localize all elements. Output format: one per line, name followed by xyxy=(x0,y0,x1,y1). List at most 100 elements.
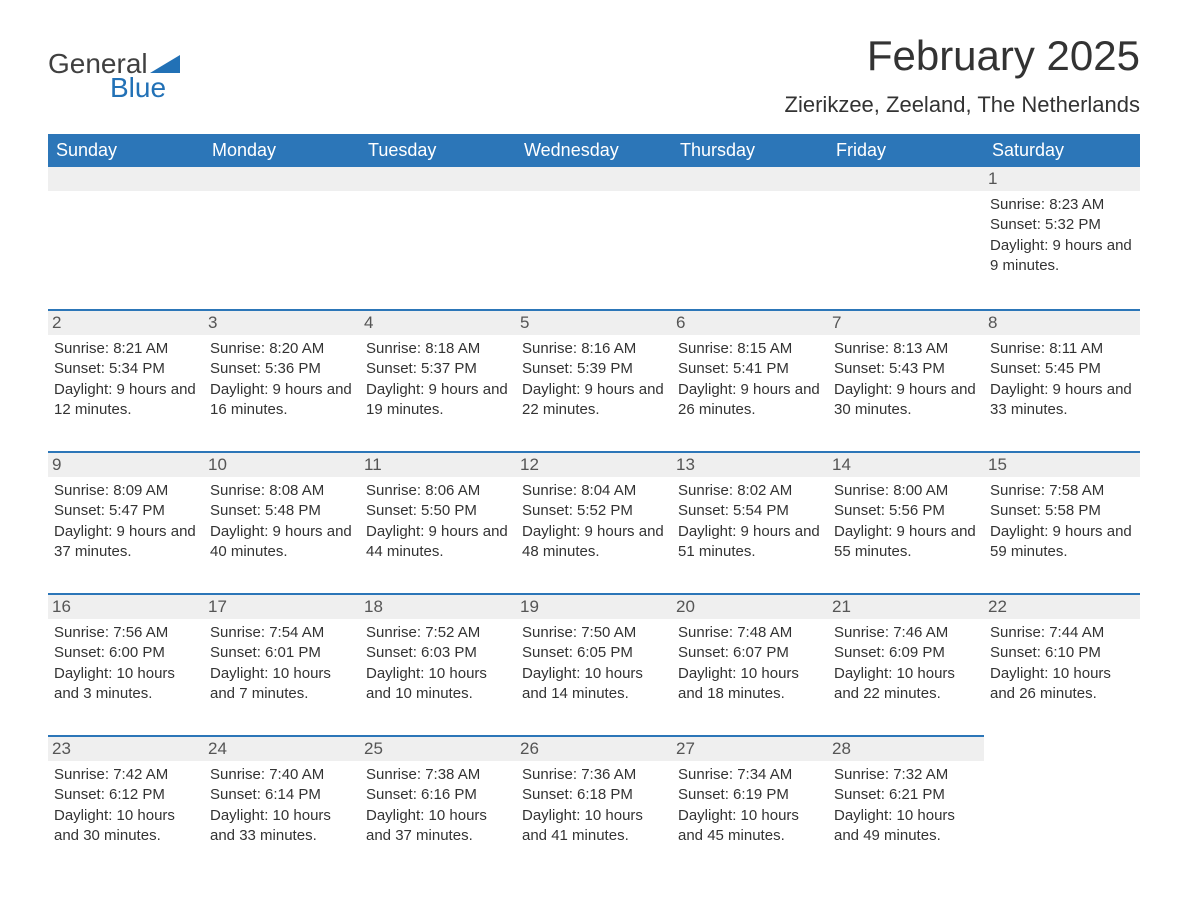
sunrise-text: Sunrise: 7:40 AM xyxy=(210,765,354,785)
sunset-text: Sunset: 5:37 PM xyxy=(366,359,510,379)
sunrise-text: Sunrise: 8:16 AM xyxy=(522,339,666,359)
day-number-bar: 27 xyxy=(672,735,828,761)
empty-day-bar xyxy=(360,167,516,191)
weekday-sunday: Sunday xyxy=(48,134,204,167)
day-number: 20 xyxy=(676,597,695,616)
day-cell: 25Sunrise: 7:38 AMSunset: 6:16 PMDayligh… xyxy=(360,735,516,853)
day-number-bar: 14 xyxy=(828,451,984,477)
sunset-text: Sunset: 6:12 PM xyxy=(54,785,198,805)
title-block: February 2025 Zierikzee, Zeeland, The Ne… xyxy=(785,32,1140,126)
day-cell: 5 Sunrise: 8:16 AMSunset: 5:39 PMDaylight… xyxy=(516,309,672,427)
sunset-text: Sunset: 5:36 PM xyxy=(210,359,354,379)
sunrise-text: Sunrise: 7:58 AM xyxy=(990,481,1134,501)
sunrise-text: Sunrise: 7:52 AM xyxy=(366,623,510,643)
daylight-text: Daylight: 9 hours and 16 minutes. xyxy=(210,380,354,421)
day-info: Sunrise: 8:06 AMSunset: 5:50 PMDaylight:… xyxy=(366,481,510,562)
weeks-container: 1Sunrise: 8:23 AMSunset: 5:32 PMDaylight… xyxy=(48,167,1140,853)
day-number-bar: 5 xyxy=(516,309,672,335)
daylight-text: Daylight: 9 hours and 30 minutes. xyxy=(834,380,978,421)
location-text: Zierikzee, Zeeland, The Netherlands xyxy=(785,92,1140,118)
day-info: Sunrise: 7:34 AMSunset: 6:19 PMDaylight:… xyxy=(678,765,822,846)
day-number-bar: 23 xyxy=(48,735,204,761)
empty-day-bar xyxy=(828,167,984,191)
day-cell: 23Sunrise: 7:42 AMSunset: 6:12 PMDayligh… xyxy=(48,735,204,853)
day-cell: 13Sunrise: 8:02 AMSunset: 5:54 PMDayligh… xyxy=(672,451,828,569)
day-cell: 16 Sunrise: 7:56 AMSunset: 6:00 PMDayligh… xyxy=(48,593,204,711)
day-info: Sunrise: 8:16 AMSunset: 5:39 PMDaylight:… xyxy=(522,339,666,420)
day-cell: 27 Sunrise: 7:34 AMSunset: 6:19 PMDayligh… xyxy=(672,735,828,853)
day-info: Sunrise: 7:48 AMSunset: 6:07 PMDaylight:… xyxy=(678,623,822,704)
day-number-bar: 10 xyxy=(204,451,360,477)
week-row: 9Sunrise: 8:09 AMSunset: 5:47 PMDaylight… xyxy=(48,451,1140,569)
day-info: Sunrise: 8:21 AMSunset: 5:34 PMDaylight:… xyxy=(54,339,198,420)
sunset-text: Sunset: 5:39 PM xyxy=(522,359,666,379)
day-info: Sunrise: 7:36 AMSunset: 6:18 PMDaylight:… xyxy=(522,765,666,846)
sunrise-text: Sunrise: 8:15 AM xyxy=(678,339,822,359)
day-cell xyxy=(672,167,828,285)
sunrise-text: Sunrise: 8:21 AM xyxy=(54,339,198,359)
week-row: 2 Sunrise: 8:21 AMSunset: 5:34 PMDaylight… xyxy=(48,309,1140,427)
sunset-text: Sunset: 5:48 PM xyxy=(210,501,354,521)
daylight-text: Daylight: 9 hours and 33 minutes. xyxy=(990,380,1134,421)
day-number: 2 xyxy=(52,313,61,332)
sunset-text: Sunset: 6:16 PM xyxy=(366,785,510,805)
empty-day-bar xyxy=(516,167,672,191)
day-number: 1 xyxy=(988,169,997,188)
day-number: 6 xyxy=(676,313,685,332)
day-number-bar: 18 xyxy=(360,593,516,619)
daylight-text: Daylight: 9 hours and 48 minutes. xyxy=(522,522,666,563)
weekday-monday: Monday xyxy=(204,134,360,167)
daylight-text: Daylight: 10 hours and 7 minutes. xyxy=(210,664,354,705)
week-row: 16 Sunrise: 7:56 AMSunset: 6:00 PMDayligh… xyxy=(48,593,1140,711)
weekday-header-row: SundayMondayTuesdayWednesdayThursdayFrid… xyxy=(48,134,1140,167)
logo-blue-text: Blue xyxy=(110,72,166,104)
day-info: Sunrise: 7:56 AMSunset: 6:00 PMDaylight:… xyxy=(54,623,198,704)
weekday-tuesday: Tuesday xyxy=(360,134,516,167)
day-cell: 21Sunrise: 7:46 AMSunset: 6:09 PMDayligh… xyxy=(828,593,984,711)
day-cell: 1Sunrise: 8:23 AMSunset: 5:32 PMDaylight… xyxy=(984,167,1140,285)
day-cell: 4 Sunrise: 8:18 AMSunset: 5:37 PMDaylight… xyxy=(360,309,516,427)
day-info: Sunrise: 8:15 AMSunset: 5:41 PMDaylight:… xyxy=(678,339,822,420)
daylight-text: Daylight: 9 hours and 9 minutes. xyxy=(990,236,1134,277)
sunset-text: Sunset: 6:09 PM xyxy=(834,643,978,663)
day-cell: 10Sunrise: 8:08 AMSunset: 5:48 PMDayligh… xyxy=(204,451,360,569)
sunrise-text: Sunrise: 8:09 AM xyxy=(54,481,198,501)
weekday-saturday: Saturday xyxy=(984,134,1140,167)
daylight-text: Daylight: 10 hours and 10 minutes. xyxy=(366,664,510,705)
sunrise-text: Sunrise: 7:42 AM xyxy=(54,765,198,785)
day-cell xyxy=(204,167,360,285)
day-number-bar: 1 xyxy=(984,167,1140,191)
day-number: 26 xyxy=(520,739,539,758)
daylight-text: Daylight: 9 hours and 59 minutes. xyxy=(990,522,1134,563)
sunrise-text: Sunrise: 8:04 AM xyxy=(522,481,666,501)
day-cell: 14Sunrise: 8:00 AMSunset: 5:56 PMDayligh… xyxy=(828,451,984,569)
daylight-text: Daylight: 10 hours and 49 minutes. xyxy=(834,806,978,847)
day-info: Sunrise: 8:18 AMSunset: 5:37 PMDaylight:… xyxy=(366,339,510,420)
day-number-bar: 16 xyxy=(48,593,204,619)
day-info: Sunrise: 7:40 AMSunset: 6:14 PMDaylight:… xyxy=(210,765,354,846)
daylight-text: Daylight: 10 hours and 37 minutes. xyxy=(366,806,510,847)
day-number-bar: 17 xyxy=(204,593,360,619)
sunset-text: Sunset: 5:50 PM xyxy=(366,501,510,521)
day-number: 21 xyxy=(832,597,851,616)
day-cell: 12Sunrise: 8:04 AMSunset: 5:52 PMDayligh… xyxy=(516,451,672,569)
day-info: Sunrise: 7:54 AMSunset: 6:01 PMDaylight:… xyxy=(210,623,354,704)
daylight-text: Daylight: 9 hours and 40 minutes. xyxy=(210,522,354,563)
sunset-text: Sunset: 5:54 PM xyxy=(678,501,822,521)
day-number-bar: 6 xyxy=(672,309,828,335)
sunrise-text: Sunrise: 7:46 AM xyxy=(834,623,978,643)
day-number: 14 xyxy=(832,455,851,474)
daylight-text: Daylight: 10 hours and 18 minutes. xyxy=(678,664,822,705)
sunrise-text: Sunrise: 8:00 AM xyxy=(834,481,978,501)
day-number-bar: 9 xyxy=(48,451,204,477)
sunrise-text: Sunrise: 7:44 AM xyxy=(990,623,1134,643)
day-info: Sunrise: 7:38 AMSunset: 6:16 PMDaylight:… xyxy=(366,765,510,846)
day-number: 4 xyxy=(364,313,373,332)
day-cell: 26 Sunrise: 7:36 AMSunset: 6:18 PMDayligh… xyxy=(516,735,672,853)
day-number: 22 xyxy=(988,597,1007,616)
logo: General Blue xyxy=(48,32,180,104)
sunrise-text: Sunrise: 7:54 AM xyxy=(210,623,354,643)
day-number-bar: 20 xyxy=(672,593,828,619)
page-title: February 2025 xyxy=(785,32,1140,80)
sunset-text: Sunset: 6:21 PM xyxy=(834,785,978,805)
